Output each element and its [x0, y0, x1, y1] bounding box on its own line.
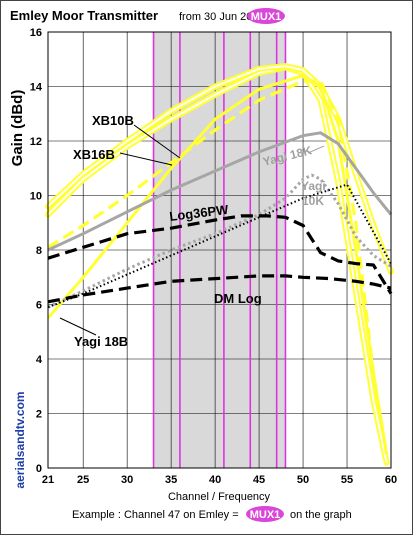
- y-tick-0: 0: [36, 463, 42, 475]
- series-lines: [45, 63, 394, 466]
- mux-badge: MUX1: [247, 8, 285, 24]
- y-tick-2: 2: [36, 409, 42, 421]
- channel-markers: [152, 32, 287, 468]
- x-tick-35: 35: [165, 474, 177, 486]
- example-badge-label: MUX1: [250, 509, 281, 521]
- series-dm-log: [47, 274, 392, 304]
- series-xb16b: [47, 79, 389, 455]
- y-tick-6: 6: [36, 300, 42, 312]
- label-xb10b-group: XB10B: [92, 113, 181, 159]
- plot-border: [47, 31, 392, 469]
- label-yagi-10k-line1: Yagi: [301, 179, 326, 193]
- mux-badge-label: MUX1: [251, 11, 282, 23]
- label-xb16b-group: XB16B: [73, 147, 173, 166]
- x-tick-55: 55: [341, 474, 353, 486]
- label-yagi18b-group: Yagi 18B: [59, 317, 128, 349]
- side-credit: aerialsandtv.com: [13, 391, 27, 488]
- series-yagi-18k: [47, 131, 393, 252]
- x-tick-40: 40: [209, 474, 221, 486]
- x-axis-label: Channel / Frequency: [168, 491, 271, 503]
- label-yagi-10k-line2: 10K: [302, 194, 324, 208]
- y-tick-4: 4: [36, 354, 43, 366]
- label-dm-log: DM Log: [214, 291, 262, 306]
- y-tick-14: 14: [30, 82, 43, 94]
- x-tick-45: 45: [253, 474, 265, 486]
- chart-title: Emley Moor Transmitter: [10, 8, 158, 23]
- example-prefix: Example : Channel 47 on Emley =: [72, 509, 239, 521]
- x-tick-60: 60: [385, 474, 397, 486]
- label-yagi-18b: Yagi 18B: [74, 334, 128, 349]
- example-badge: MUX1: [246, 506, 284, 522]
- x-tick-50: 50: [297, 474, 309, 486]
- series-yagi-10k: [47, 173, 392, 309]
- chart-subtitle: from 30 Jun 2022: [179, 11, 265, 23]
- example-suffix: on the graph: [290, 509, 352, 521]
- y-tick-8: 8: [36, 245, 42, 257]
- y-axis-label: Gain (dBd): [9, 90, 26, 167]
- series-yagi-18b: [47, 183, 392, 309]
- y-tick-labels: 0 2 4 6 8 10 12 14 16: [30, 27, 43, 475]
- y-tick-12: 12: [30, 136, 42, 148]
- x-tick-25: 25: [77, 474, 89, 486]
- x-tick-21: 21: [42, 474, 54, 486]
- y-tick-16: 16: [30, 27, 42, 39]
- x-tick-labels: 21 25 30 35 40 45 50 55 60: [42, 474, 397, 486]
- series-log36pw: [47, 214, 393, 295]
- series-line-3: [46, 74, 389, 455]
- label-xb10b: XB10B: [92, 113, 134, 128]
- y-tick-10: 10: [30, 191, 42, 203]
- label-log36pw: Log36PW: [169, 202, 230, 224]
- label-xb16b: XB16B: [73, 147, 115, 162]
- x-tick-30: 30: [121, 474, 133, 486]
- series-line-1-inner: [47, 65, 392, 273]
